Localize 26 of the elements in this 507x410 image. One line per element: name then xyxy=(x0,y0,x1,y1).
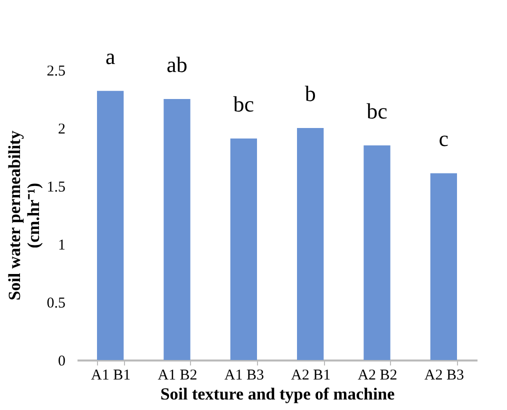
annotation: c xyxy=(438,126,449,152)
text: a xyxy=(105,44,116,69)
y-tick-label: 1.5 xyxy=(46,180,66,196)
bar xyxy=(297,128,324,360)
annotation: ab xyxy=(166,52,188,77)
y-tick-label: 1 xyxy=(58,238,66,254)
x-tick-label: A1 B2 xyxy=(158,368,198,384)
x-tick-label: A1 B1 xyxy=(91,368,131,384)
x-axis-title: Soil texture and type of machine xyxy=(160,384,396,404)
y-tick-label: 2 xyxy=(58,122,66,138)
annotation: bc xyxy=(366,98,388,124)
x-tick-label: A2 B2 xyxy=(358,368,398,384)
y-tick-label: 2.5 xyxy=(46,64,66,80)
x-tick-label: A1 B3 xyxy=(224,368,264,384)
bar xyxy=(164,99,190,360)
bar xyxy=(230,138,257,360)
y-tick-label: 0 xyxy=(58,354,66,370)
x-tick-label: A2 B1 xyxy=(291,368,331,384)
bar xyxy=(364,145,390,360)
y-tick-label: 0.5 xyxy=(46,296,66,312)
x-tick-label: A2 B3 xyxy=(424,368,464,384)
bar xyxy=(430,173,457,360)
annotation: bc xyxy=(233,91,254,116)
bar xyxy=(97,90,124,360)
annotation: b xyxy=(304,81,316,106)
y-axis-title: Soil water permeability (cm.hr⁻¹) xyxy=(4,130,43,300)
